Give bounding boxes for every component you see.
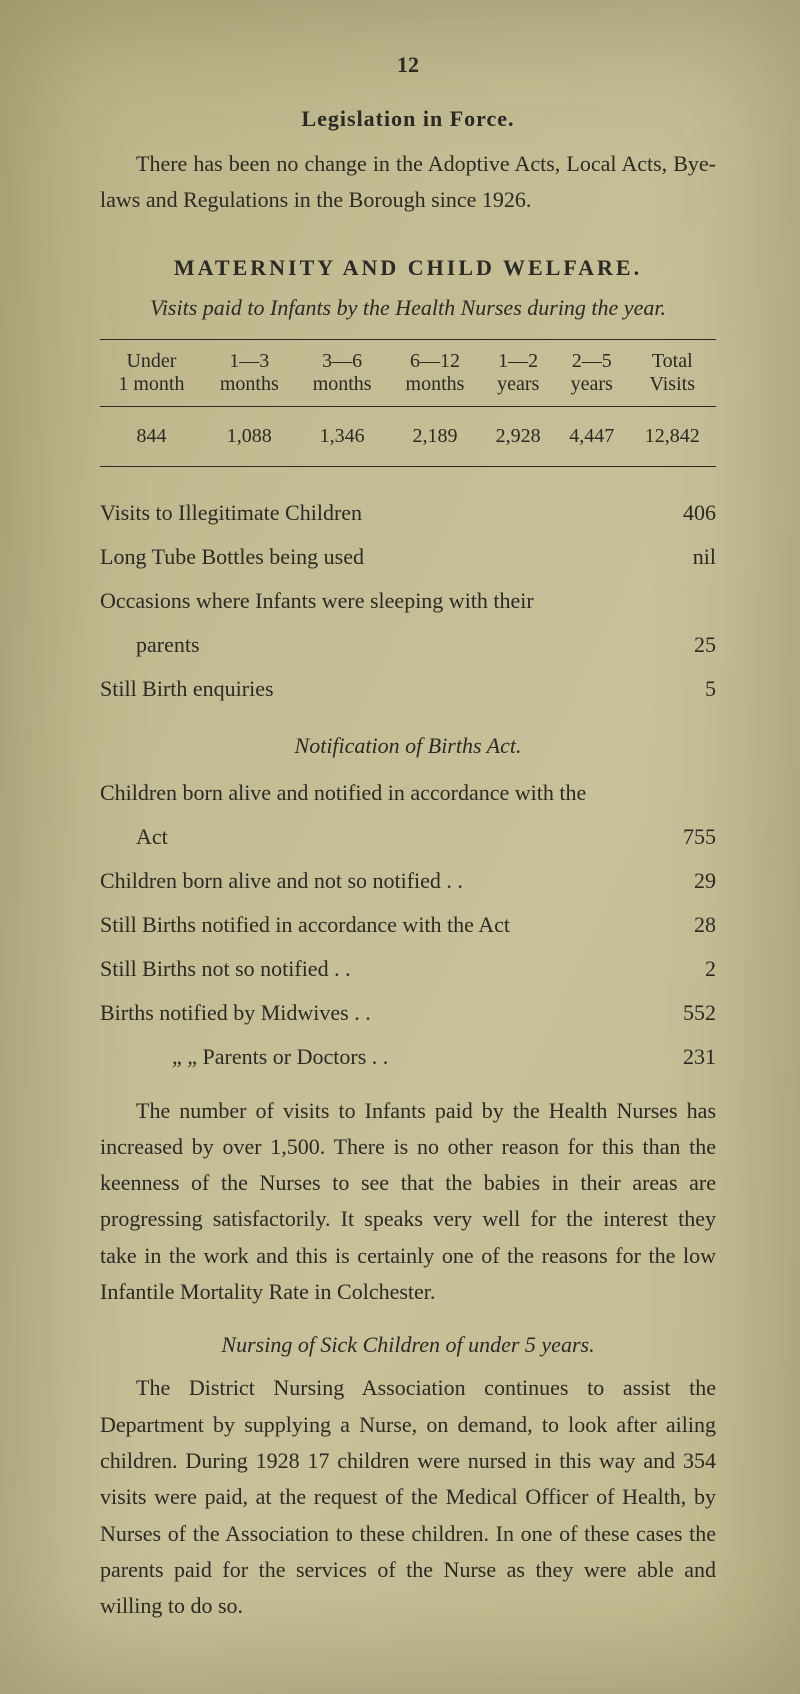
stat-label: Occasions where Infants were sleeping wi… [100,579,646,623]
col-header: 1—2 years [481,339,555,406]
stat-row: Still Birth enquiries5 [100,667,716,711]
col-header: 1—3 months [203,339,296,406]
stat-value: 25 [646,623,716,667]
nursing-paragraph: The District Nursing Association continu… [100,1370,716,1624]
stat-row: parents25 [100,623,716,667]
legislation-heading: Legislation in Force. [100,106,716,132]
stat-label: Still Births not so notified . . [100,947,646,991]
stat-row: Occasions where Infants were sleeping wi… [100,579,716,623]
stat-label: Still Birth enquiries [100,667,646,711]
table-cell: 844 [100,406,203,466]
nursing-heading: Nursing of Sick Children of under 5 year… [100,1332,716,1358]
notification-heading: Notification of Births Act. [100,733,716,759]
stat-row: „ „ Parents or Doctors . .231 [100,1035,716,1079]
stat-row: Children born alive and not so notified … [100,859,716,903]
stat-label: Act [100,815,646,859]
table-header-row: Under 1 month 1—3 months 3—6 months 6—12… [100,339,716,406]
stat-row: Still Births notified in accordance with… [100,903,716,947]
maternity-heading: MATERNITY AND CHILD WELFARE. [100,255,716,281]
stat-value: 5 [646,667,716,711]
col-header: Under 1 month [100,339,203,406]
visits-caption: Visits paid to Infants by the Health Nur… [100,295,716,321]
stat-value: 755 [646,815,716,859]
col-header: Total Visits [629,339,717,406]
stats-block: Visits to Illegitimate Children406Long T… [100,491,716,711]
stat-label: Children born alive and notified in acco… [100,771,646,815]
stat-label: Visits to Illegitimate Children [100,491,646,535]
stat-value: 2 [646,947,716,991]
stat-value: 552 [646,991,716,1035]
stat-label: Long Tube Bottles being used [100,535,646,579]
stat-row: Long Tube Bottles being usednil [100,535,716,579]
stat-value [646,579,716,623]
table-cell: 1,346 [296,406,389,466]
stat-label: parents [100,623,646,667]
stat-label: Children born alive and not so notified … [100,859,646,903]
stat-row: Visits to Illegitimate Children406 [100,491,716,535]
stat-label: „ „ Parents or Doctors . . [100,1035,646,1079]
scanned-page: 12 Legislation in Force. There has been … [0,0,800,1694]
page-number: 12 [100,52,716,78]
stat-row: Still Births not so notified . .2 [100,947,716,991]
legislation-paragraph: There has been no change in the Adoptive… [100,146,716,219]
stat-value: 231 [646,1035,716,1079]
table-data-row: 844 1,088 1,346 2,189 2,928 4,447 12,842 [100,406,716,466]
stat-label: Still Births notified in accordance with… [100,903,646,947]
stat-value: 406 [646,491,716,535]
col-header: 3—6 months [296,339,389,406]
table-cell: 4,447 [555,406,629,466]
col-header: 2—5 years [555,339,629,406]
stat-value: 28 [646,903,716,947]
stat-value: 29 [646,859,716,903]
col-header: 6—12 months [389,339,482,406]
stat-row: Births notified by Midwives . .552 [100,991,716,1035]
stat-row: Act755 [100,815,716,859]
stat-label: Births notified by Midwives . . [100,991,646,1035]
maternity-narrative: The number of visits to Infants paid by … [100,1093,716,1311]
notification-block: Children born alive and notified in acco… [100,771,716,1079]
table-cell: 2,928 [481,406,555,466]
table-cell: 1,088 [203,406,296,466]
table-cell: 12,842 [629,406,717,466]
stat-row: Children born alive and notified in acco… [100,771,716,815]
stat-value: nil [646,535,716,579]
visits-table: Under 1 month 1—3 months 3—6 months 6—12… [100,339,716,467]
table-cell: 2,189 [389,406,482,466]
stat-value [646,771,716,815]
